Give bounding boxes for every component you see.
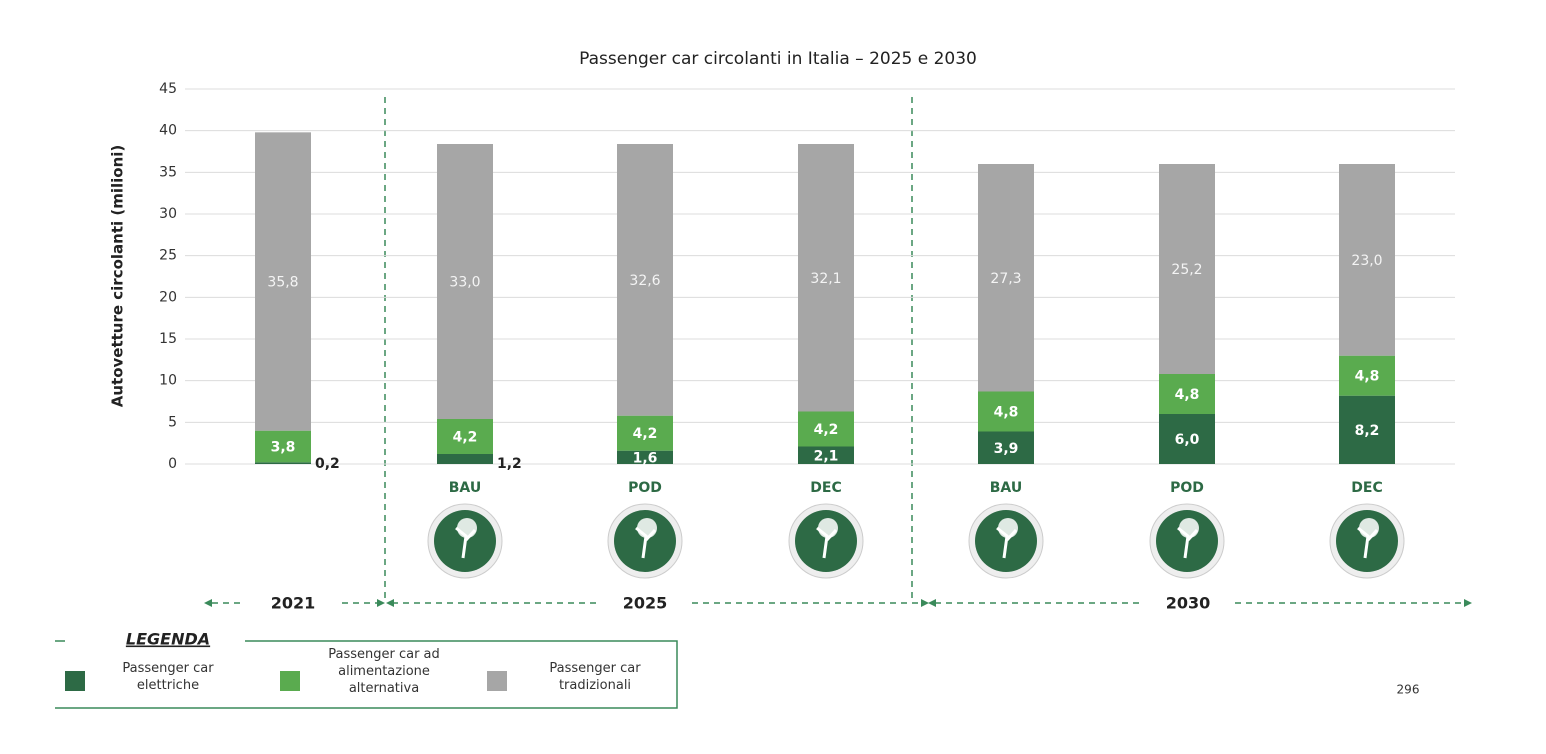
y-tick-label: 15: [159, 331, 177, 347]
y-tick-label: 45: [159, 81, 177, 97]
bar-segment: [1339, 164, 1395, 356]
value-label: 8,2: [1355, 423, 1380, 439]
bar-segment: [978, 431, 1034, 464]
bar-segment: [617, 415, 673, 451]
bar-segment: [255, 430, 311, 463]
group-label: 2025: [623, 594, 668, 613]
bar-segment: [798, 446, 854, 464]
y-tick-label: 0: [168, 456, 177, 472]
legend-box: [55, 640, 678, 709]
leaf: [637, 518, 657, 538]
value-label: 1,2: [497, 456, 522, 472]
bar-segment: [798, 411, 854, 447]
bar-segment: [1159, 374, 1215, 414]
page-number: 296: [1397, 683, 1420, 697]
value-label: 23,0: [1351, 253, 1382, 269]
legend-label: Passenger car tradizionali: [549, 661, 641, 693]
value-label: 4,8: [1355, 369, 1380, 385]
x-tick-label: DEC: [1351, 480, 1382, 496]
value-label: 2,1: [814, 448, 839, 464]
x-tick-label: BAU: [990, 480, 1022, 496]
leaf: [457, 518, 477, 538]
legend-swatch: [487, 671, 507, 691]
value-label: 3,9: [994, 441, 1019, 457]
x-tick-label: POD: [628, 480, 662, 496]
group-label: 2021: [271, 594, 316, 613]
y-tick-label: 25: [159, 248, 177, 264]
x-tick-label: POD: [1170, 480, 1204, 496]
x-tick-label: BAU: [449, 480, 481, 496]
separators: [212, 97, 1465, 604]
legend-swatch: [65, 671, 85, 691]
value-label: 1,6: [633, 450, 658, 466]
value-label: 6,0: [1175, 432, 1200, 448]
bar-segment: [617, 450, 673, 464]
value-label: 25,2: [1171, 262, 1202, 278]
leaf: [818, 518, 838, 538]
legend-label: Passenger car elettriche: [122, 661, 214, 693]
value-label: 0,2: [315, 456, 340, 472]
bar-segment: [1339, 395, 1395, 464]
x-tick-label: DEC: [810, 480, 841, 496]
bar-segment: [255, 132, 311, 431]
y-tick-label: 40: [159, 123, 177, 139]
bar-segment: [1159, 414, 1215, 464]
leaf: [998, 518, 1018, 538]
bar-segment: [1339, 355, 1395, 396]
value-label: 4,8: [994, 405, 1019, 421]
leaf: [1359, 518, 1379, 538]
y-tick-label: 30: [159, 206, 177, 222]
leaf: [1179, 518, 1199, 538]
value-label: 4,2: [453, 430, 478, 446]
value-label: 4,2: [633, 426, 658, 442]
value-label: 27,3: [990, 271, 1021, 287]
value-label: 4,2: [814, 422, 839, 438]
value-label: 32,6: [629, 273, 660, 289]
bar-segment: [617, 144, 673, 416]
value-label: 33,0: [449, 275, 480, 291]
bar-segment: [255, 462, 311, 464]
value-label: 4,8: [1175, 387, 1200, 403]
legend-title: LEGENDA: [126, 630, 210, 649]
bar-segment: [798, 144, 854, 412]
bar-segment: [437, 144, 493, 419]
value-label: 32,1: [810, 271, 841, 287]
bar-segment: [978, 391, 1034, 432]
arrowheads: [204, 599, 1472, 607]
legend-swatch: [280, 671, 300, 691]
y-tick-label: 10: [159, 373, 177, 389]
bar-segment: [437, 419, 493, 454]
legend-label: Passenger car ad alimentazione alternati…: [328, 647, 440, 696]
bar-segment: [978, 164, 1034, 392]
group-label: 2030: [1166, 594, 1211, 613]
chart-title: Passenger car circolanti in Italia – 202…: [579, 49, 977, 69]
value-label: 35,8: [267, 275, 298, 291]
bar-segment: [1159, 164, 1215, 374]
y-tick-label: 20: [159, 289, 177, 305]
y-tick-label: 35: [159, 164, 177, 180]
y-axis-label: Autovetture circolanti (milioni): [109, 145, 127, 408]
value-label: 3,8: [271, 440, 296, 456]
bar-segment: [437, 454, 493, 464]
y-tick-label: 5: [168, 414, 177, 430]
